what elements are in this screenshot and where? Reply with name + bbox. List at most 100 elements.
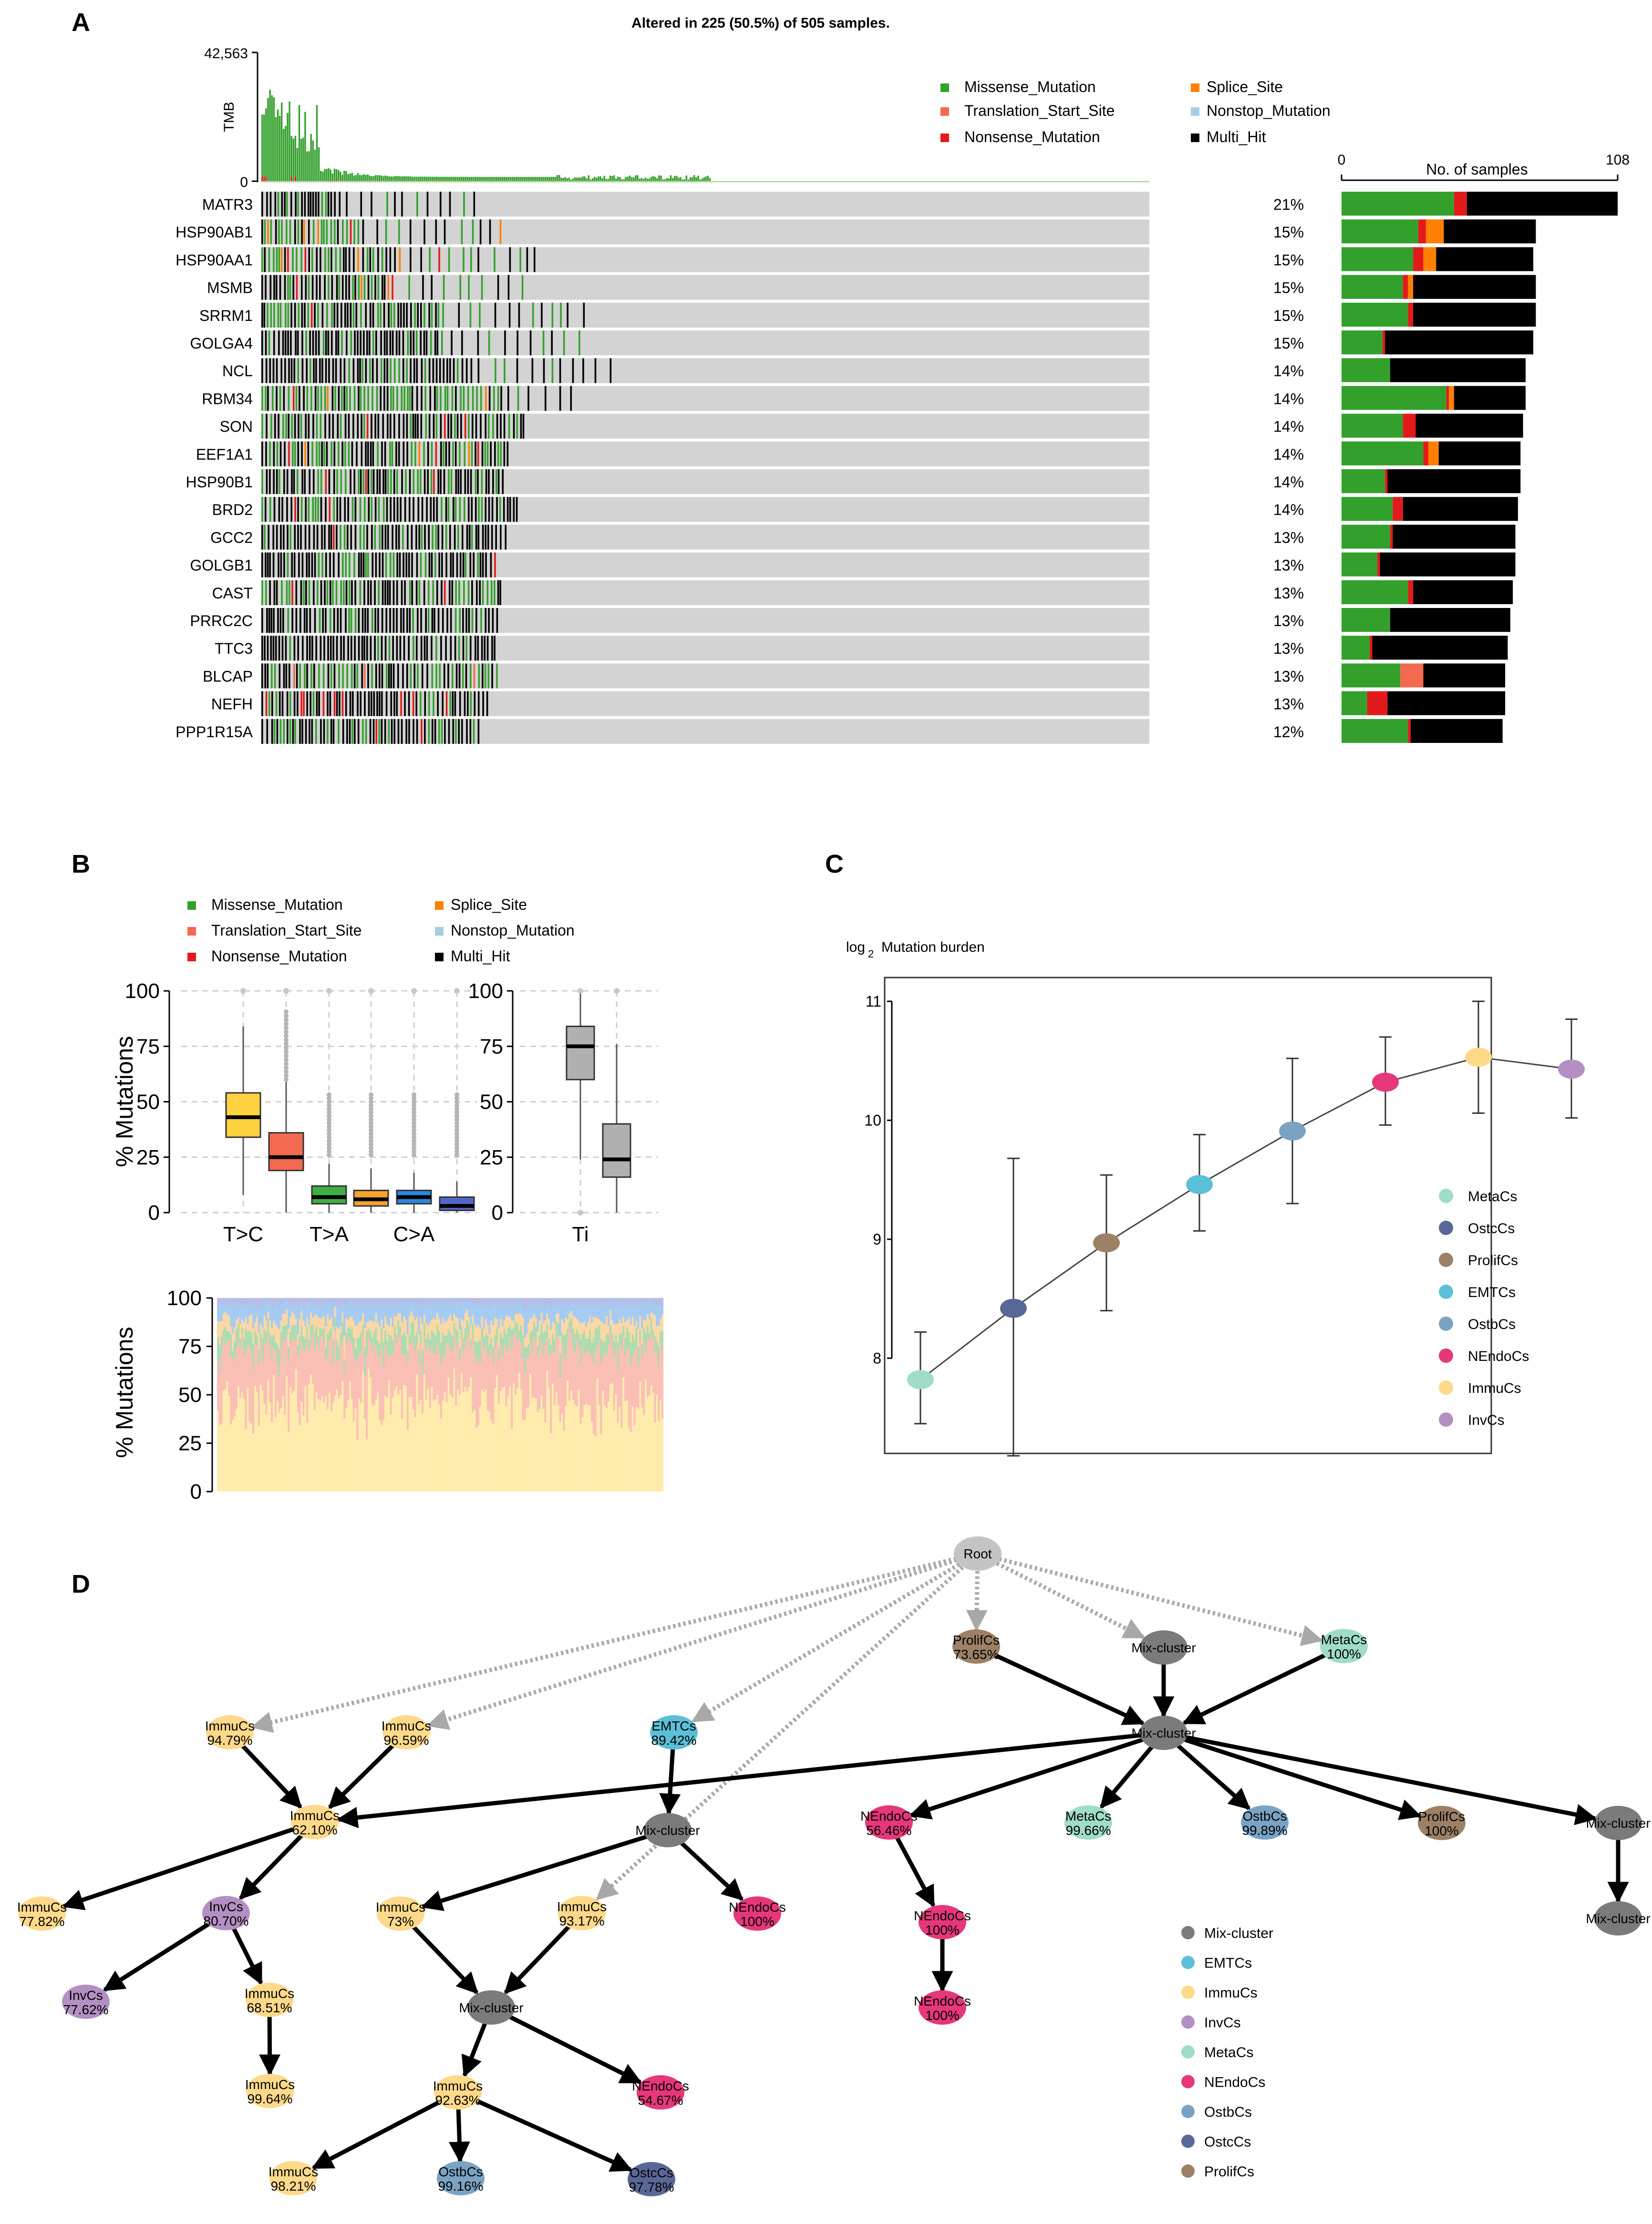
tmb-bar xyxy=(468,176,470,181)
stacked-segment xyxy=(624,1337,627,1356)
stacked-segment xyxy=(479,1298,481,1308)
mutation-cell xyxy=(261,219,263,245)
stacked-segment xyxy=(377,1340,379,1356)
tree-legend-label: MetaCs xyxy=(1204,2045,1253,2060)
mutation-cell xyxy=(279,608,282,633)
mutation-cell xyxy=(293,663,295,689)
mutation-cell xyxy=(330,608,331,633)
tmb-bar xyxy=(287,113,289,182)
stacked-segment xyxy=(248,1330,251,1348)
tree-node-pct: 54.67% xyxy=(638,2093,683,2108)
mutation-cell xyxy=(411,441,413,466)
gene-bar-missense xyxy=(1342,358,1390,382)
burden-y-tick-label: 10 xyxy=(864,1112,881,1129)
stacked-segment xyxy=(548,1306,550,1319)
stacked-segment xyxy=(604,1353,606,1406)
box-outlier-point xyxy=(369,1149,373,1154)
tmb-bar xyxy=(689,177,692,181)
tmb-bar xyxy=(621,179,623,182)
stacked-segment xyxy=(241,1327,243,1336)
stacked-segment xyxy=(559,1336,561,1353)
stacked-segment xyxy=(457,1390,459,1492)
mutation-cell xyxy=(420,552,422,577)
stacked-segment xyxy=(291,1338,293,1394)
stacked-segment xyxy=(555,1391,558,1492)
mutation-cell xyxy=(450,608,452,633)
mutation-cell xyxy=(421,719,423,744)
gene-bar-multi xyxy=(1415,413,1523,438)
stacked-segment xyxy=(477,1425,479,1492)
panel-d: D RootMix-clusterProlifCs73.65%MetaCs100… xyxy=(17,1536,1651,2196)
mutation-cell xyxy=(415,525,417,550)
stacked-segment xyxy=(611,1308,613,1320)
tmb-bar xyxy=(486,176,488,181)
mutation-cell xyxy=(320,469,322,494)
stacked-segment xyxy=(631,1334,634,1358)
matrix-row-background xyxy=(261,580,1149,605)
stacked-segment xyxy=(319,1306,321,1319)
stacked-segment xyxy=(388,1380,390,1492)
mutation-cell xyxy=(355,302,358,328)
stacked-segment xyxy=(300,1303,303,1311)
mutation-cell xyxy=(425,608,427,633)
mutation-cell xyxy=(265,552,267,577)
stacked-segment xyxy=(304,1308,307,1327)
mutation-cell xyxy=(309,719,310,744)
stacked-segment xyxy=(280,1305,282,1321)
stacked-segment xyxy=(538,1349,541,1409)
mutation-cell xyxy=(266,608,268,633)
mutation-cell xyxy=(393,302,395,328)
mutation-cell xyxy=(282,608,284,633)
burden-point-OstbCs xyxy=(1279,1121,1306,1141)
tree-node-p_prolif xyxy=(952,1629,1000,1664)
stacked-segment xyxy=(259,1384,262,1492)
mutation-cell xyxy=(503,497,505,522)
stacked-segment xyxy=(550,1298,552,1308)
mutation-cell xyxy=(437,691,439,716)
stacked-segment xyxy=(308,1340,310,1351)
stacked-segment xyxy=(306,1304,309,1318)
stacked-segment xyxy=(427,1325,429,1334)
mutation-cell xyxy=(297,441,299,466)
stacked-segment xyxy=(236,1328,237,1349)
oncoplot-title: Altered in 225 (50.5%) of 505 samples. xyxy=(631,15,890,31)
stacked-segment xyxy=(587,1349,589,1405)
stacked-segment xyxy=(660,1400,662,1492)
mutation-cell xyxy=(275,691,278,716)
stacked-segment xyxy=(232,1333,234,1351)
mutation-cell xyxy=(344,441,346,466)
stacked-segment xyxy=(609,1334,611,1385)
stacked-segment xyxy=(286,1324,288,1335)
mutation-cell xyxy=(269,275,272,300)
mutation-cell xyxy=(286,691,289,716)
stacked-segment xyxy=(503,1329,506,1345)
stacked-segment xyxy=(496,1302,498,1319)
stacked-segment xyxy=(598,1405,600,1492)
mutation-cell xyxy=(343,247,345,272)
stacked-segment xyxy=(492,1298,495,1306)
mutation-cell xyxy=(323,719,325,744)
tmb-bar xyxy=(410,176,412,182)
stacked-segment xyxy=(367,1321,370,1328)
tmb-bar xyxy=(687,179,690,182)
tmb-bar xyxy=(310,134,312,182)
stacked-segment xyxy=(230,1424,232,1492)
mutation-cell xyxy=(281,192,283,217)
mutation-cell xyxy=(308,247,310,272)
mutation-cell xyxy=(333,497,335,522)
tree-node-label: EMTCs xyxy=(651,1719,696,1733)
mutation-cell xyxy=(369,247,372,272)
mutation-cell xyxy=(354,525,357,550)
tmb-bars xyxy=(261,90,711,182)
stacked-segment xyxy=(535,1298,537,1303)
stacked-segment xyxy=(648,1340,650,1396)
box-T>G-outlier xyxy=(283,988,289,994)
stacked-segment xyxy=(390,1357,392,1414)
stacked-segment xyxy=(388,1334,390,1355)
stacked-segment xyxy=(658,1366,660,1421)
stacked-segment xyxy=(349,1317,351,1327)
mutation-cell xyxy=(421,358,423,383)
box-outlier-point xyxy=(284,1017,289,1022)
mutation-cell xyxy=(330,663,332,689)
mutation-cell xyxy=(321,525,323,550)
